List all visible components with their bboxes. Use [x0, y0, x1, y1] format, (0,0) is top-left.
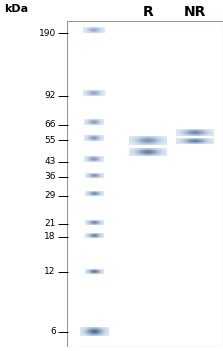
Text: 43: 43 [44, 157, 56, 166]
Text: 29: 29 [44, 191, 56, 200]
Text: 92: 92 [44, 91, 56, 100]
Text: 66: 66 [44, 120, 56, 129]
Text: 55: 55 [44, 136, 56, 145]
Text: 21: 21 [44, 219, 56, 228]
Text: R: R [143, 5, 153, 19]
Text: 6: 6 [50, 327, 56, 336]
Text: 190: 190 [39, 29, 56, 38]
Text: 12: 12 [44, 267, 56, 276]
Text: NR: NR [184, 5, 206, 19]
Text: 36: 36 [44, 172, 56, 181]
Text: kDa: kDa [4, 4, 29, 14]
Text: 18: 18 [44, 232, 56, 241]
